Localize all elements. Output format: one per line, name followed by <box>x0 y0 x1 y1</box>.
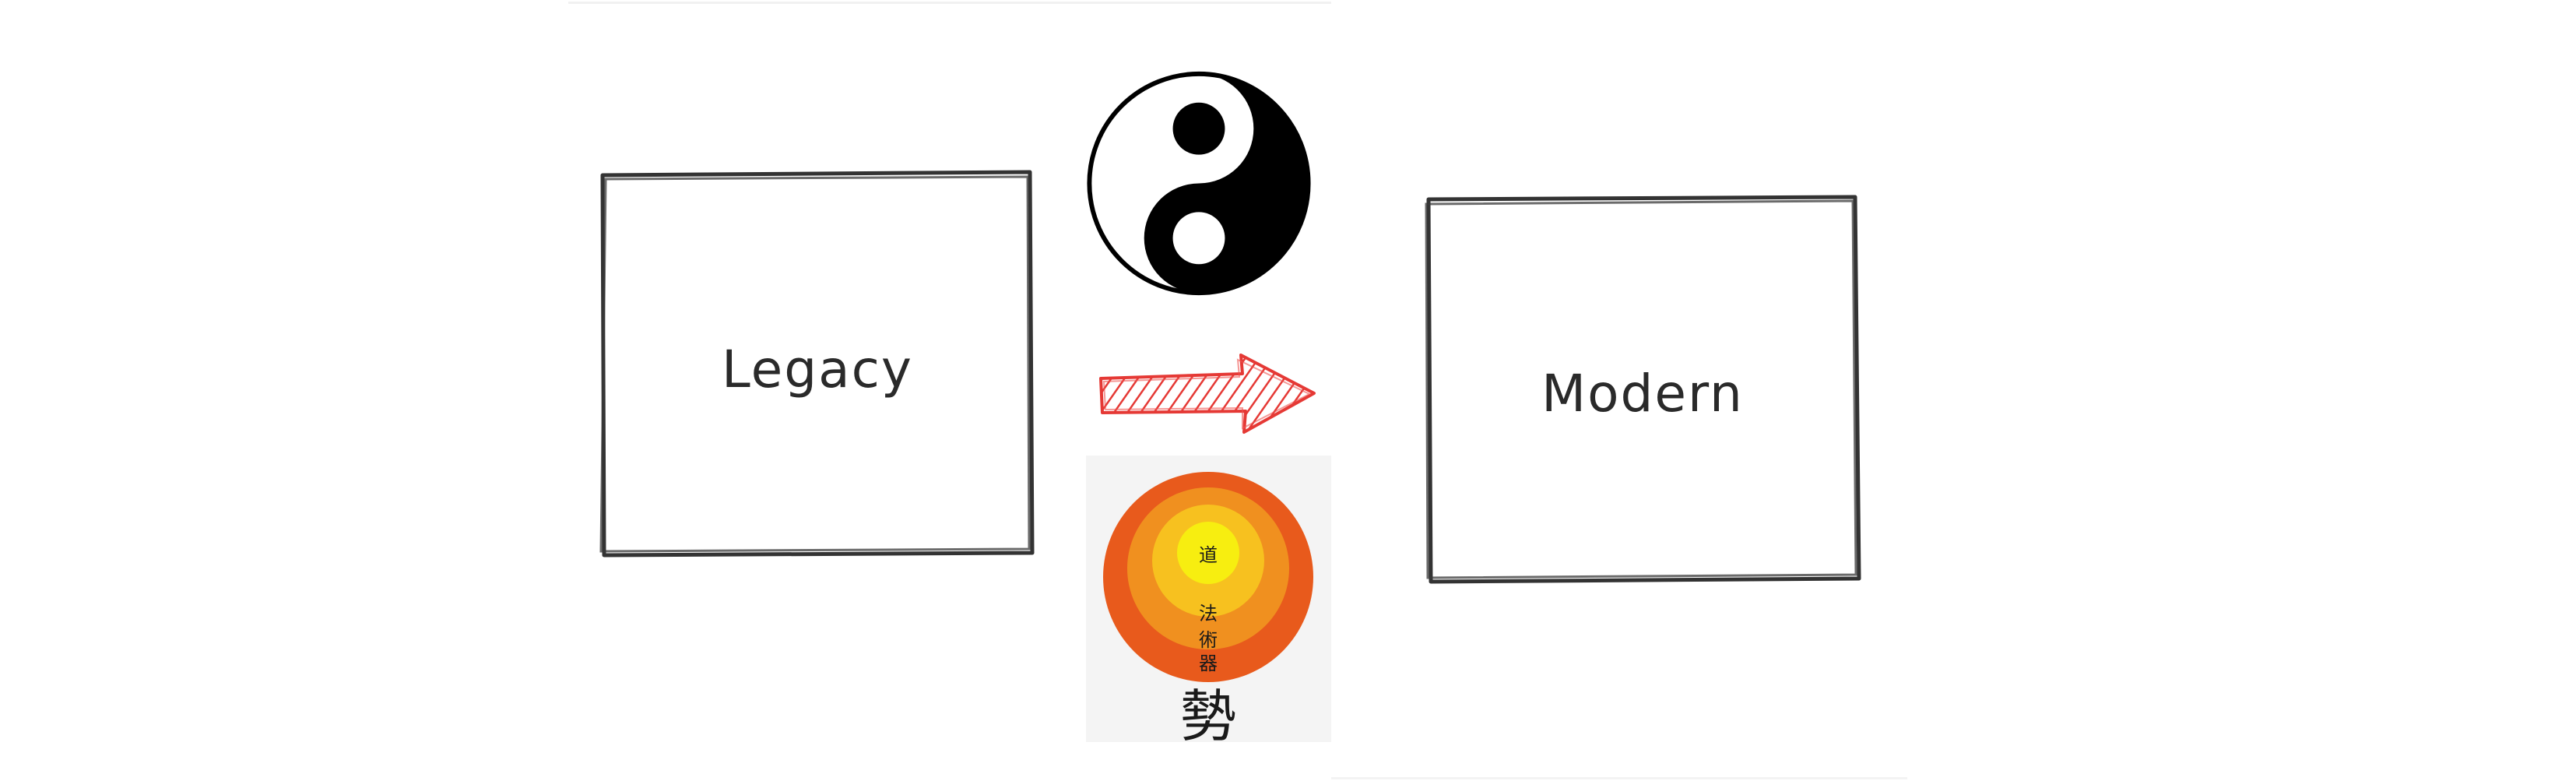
transition-arrow <box>1099 354 1316 434</box>
top-divider <box>568 2 1331 4</box>
ring-label-shu: 術 <box>1199 629 1218 651</box>
modern-box: Modern <box>1425 195 1861 584</box>
legacy-box: Legacy <box>599 170 1035 558</box>
circles-caption: 勢 <box>1180 684 1236 742</box>
legacy-label: Legacy <box>722 339 913 399</box>
bottom-divider <box>1331 777 1907 779</box>
yin-yang-icon <box>1087 71 1311 296</box>
ring-label-qi: 器 <box>1199 653 1218 674</box>
concentric-circles: 道 法 術 器 勢 <box>1103 472 1313 742</box>
ring-label-fa: 法 <box>1199 603 1218 624</box>
ring-label-dao: 道 <box>1199 544 1218 566</box>
modern-label: Modern <box>1541 364 1744 424</box>
